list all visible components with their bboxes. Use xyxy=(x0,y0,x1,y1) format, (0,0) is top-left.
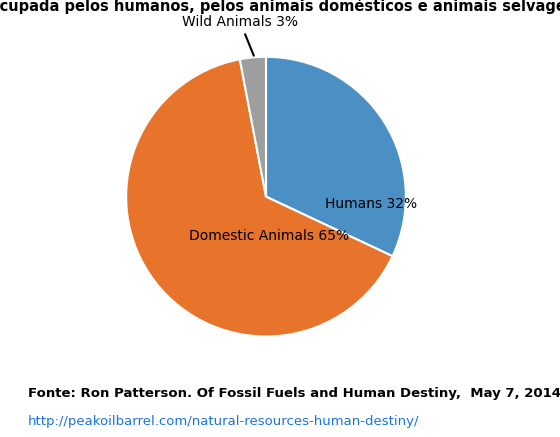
Wedge shape xyxy=(266,57,406,256)
Title: Área ocupada pelos humanos, pelos animais domésticos e animais selvagens: Área ocupada pelos humanos, pelos animai… xyxy=(0,0,560,14)
Text: Humans 32%: Humans 32% xyxy=(325,197,417,211)
Text: Wild Animals 3%: Wild Animals 3% xyxy=(182,15,298,55)
Wedge shape xyxy=(240,57,266,197)
Text: http://peakoilbarrel.com/natural-resources-human-destiny/: http://peakoilbarrel.com/natural-resourc… xyxy=(28,415,419,428)
Text: Domestic Animals 65%: Domestic Animals 65% xyxy=(189,229,349,243)
Text: Fonte: Ron Patterson. Of Fossil Fuels and Human Destiny,  May 7, 2014: Fonte: Ron Patterson. Of Fossil Fuels an… xyxy=(28,387,560,400)
Wedge shape xyxy=(126,59,393,336)
